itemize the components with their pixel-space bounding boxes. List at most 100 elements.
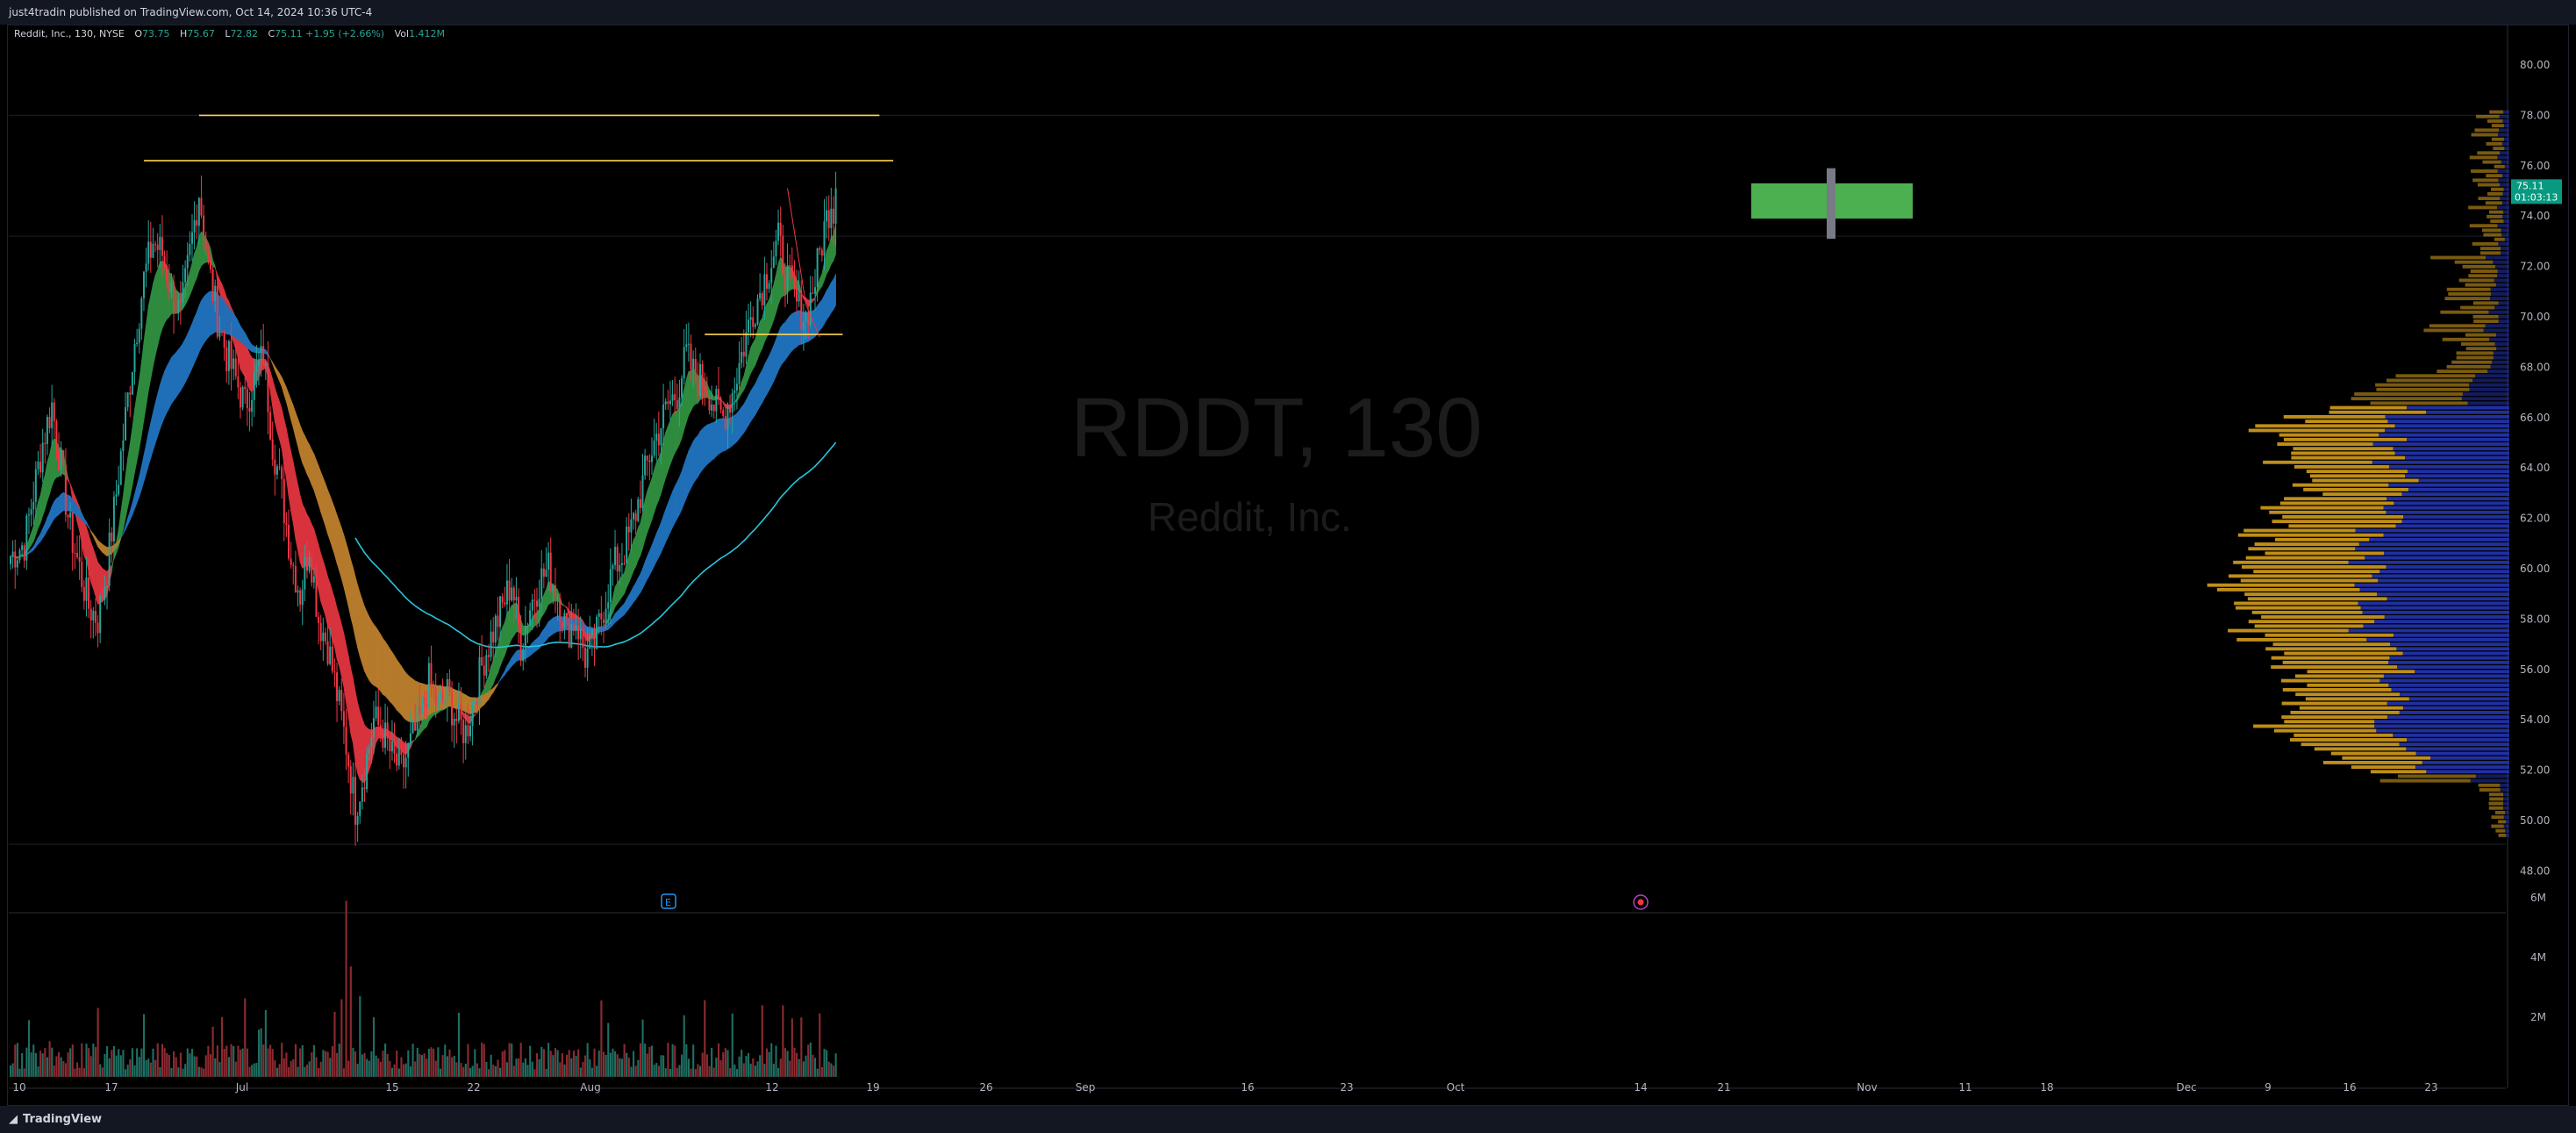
slow-ribbon-segment (828, 282, 832, 318)
vp-row-up (2305, 419, 2388, 424)
volume-bar (389, 1060, 391, 1077)
vp-row-down (2391, 688, 2509, 692)
candle-body (97, 622, 99, 634)
slow-ribbon-segment (364, 606, 368, 677)
candle-body (193, 219, 196, 233)
price-axis[interactable]: 80.00 78.00 76.00 74.00 72.00 70.00 68.00 66.00… (2520, 59, 2550, 877)
candle-body (612, 564, 614, 570)
candle-body (182, 282, 184, 303)
volume-bar (572, 1051, 575, 1077)
candle-body (627, 527, 630, 533)
fast-ribbon-segment (320, 553, 324, 609)
vp-row-down (2498, 178, 2509, 183)
fast-ribbon-segment (290, 451, 294, 524)
candle-body (10, 556, 11, 564)
vp-row-up (2494, 164, 2505, 169)
volume-bar (281, 1043, 283, 1077)
slow-ribbon-segment (635, 577, 639, 600)
fast-ribbon-segment (750, 342, 754, 374)
volume-bar (397, 1068, 400, 1077)
time-tick-label: 10 (12, 1081, 25, 1094)
earnings-icon[interactable]: E (661, 893, 676, 909)
vp-row-down (2500, 197, 2509, 201)
vp-row-up (2281, 701, 2387, 706)
candle-body (593, 629, 596, 649)
time-axis[interactable]: 10 17 Jul 15 22 Aug 12 19 26 Sep 16 23 Oct 14 21 Nov 11 1… (12, 1081, 2437, 1094)
volume-bar (748, 1052, 750, 1077)
horizontal-levels[interactable] (143, 114, 894, 338)
volume-bar (37, 1066, 39, 1077)
vp-row-down (2489, 297, 2509, 301)
volume-bar (584, 1055, 587, 1077)
candle-body (411, 721, 414, 734)
fast-ribbon-segment (655, 457, 660, 506)
vp-row-up (2469, 155, 2498, 160)
volume-bar (156, 1043, 159, 1077)
fast-ribbon-segment (621, 572, 625, 598)
volume-bar (333, 1011, 336, 1077)
slow-ribbon-segment (238, 320, 241, 343)
brand-label: TradingView (23, 1113, 103, 1126)
candle-body (754, 324, 756, 327)
vp-row-down (2469, 387, 2509, 391)
candle-body (501, 596, 504, 603)
candle-body (257, 361, 260, 366)
close-value: 75.11 +1.95 (+2.66%) (275, 28, 385, 39)
vp-row-down (2402, 706, 2509, 710)
candle-body (81, 562, 83, 587)
slow-ribbon-segment (647, 550, 650, 580)
vp-row-up (2472, 301, 2499, 305)
chart-frame[interactable] (7, 25, 2569, 1106)
volume-bar (184, 1064, 187, 1077)
tv-logo-icon: ◢ (9, 1113, 18, 1126)
price-tick-label: 56.00 (2520, 663, 2550, 676)
volume-bar (136, 1048, 139, 1077)
slow-ribbon-segment (346, 542, 349, 606)
vp-row-down (2355, 528, 2509, 533)
tradingview-logo[interactable]: ◢ TradingView (9, 1113, 102, 1126)
volume-bar (437, 1047, 440, 1077)
vp-row-up (2265, 647, 2397, 651)
volume-bar (575, 1055, 577, 1077)
vp-row-up (2423, 328, 2484, 333)
slow-ribbon-segment (336, 514, 340, 571)
candle-body (623, 563, 626, 564)
volume-bar (85, 1043, 88, 1077)
slow-ribbon-segment (97, 540, 101, 550)
vp-row-down (2376, 728, 2509, 733)
candle-body (816, 247, 819, 288)
candle-body (305, 556, 308, 571)
volume-bar (626, 1052, 628, 1077)
vp-row-up (2241, 565, 2386, 569)
price-tick-label: 58.00 (2520, 613, 2550, 625)
volume-bar (704, 1000, 706, 1077)
candle-body (104, 587, 106, 600)
slow-ribbon-segment (339, 520, 342, 579)
candle-body (403, 754, 405, 768)
vp-row-down (2386, 701, 2509, 706)
position-box[interactable] (1751, 168, 1913, 240)
vp-row-up (2491, 187, 2504, 191)
volume-bar (719, 1060, 722, 1077)
vp-row-up (2207, 583, 2355, 587)
candle-body (89, 608, 92, 620)
candle-body (476, 702, 478, 705)
candle-body (559, 598, 562, 622)
fast-ribbon-segment (766, 298, 769, 338)
candle-body (53, 402, 55, 421)
dividend-icon[interactable] (1633, 894, 1649, 910)
candle-body (731, 392, 733, 413)
vp-row-up (2375, 383, 2470, 387)
volume-bar (225, 1045, 228, 1077)
candle-body (807, 312, 810, 326)
candle-body (542, 568, 545, 577)
vp-row-down (2363, 624, 2509, 628)
vp-row-up (2253, 570, 2380, 574)
slow-ribbon-segment (323, 477, 326, 527)
time-tick-label: 23 (2424, 1081, 2437, 1094)
volume-bar (602, 1051, 605, 1077)
vp-row-down (2501, 160, 2509, 164)
high-label: H (180, 28, 188, 39)
fast-ribbon-segment (828, 237, 832, 270)
